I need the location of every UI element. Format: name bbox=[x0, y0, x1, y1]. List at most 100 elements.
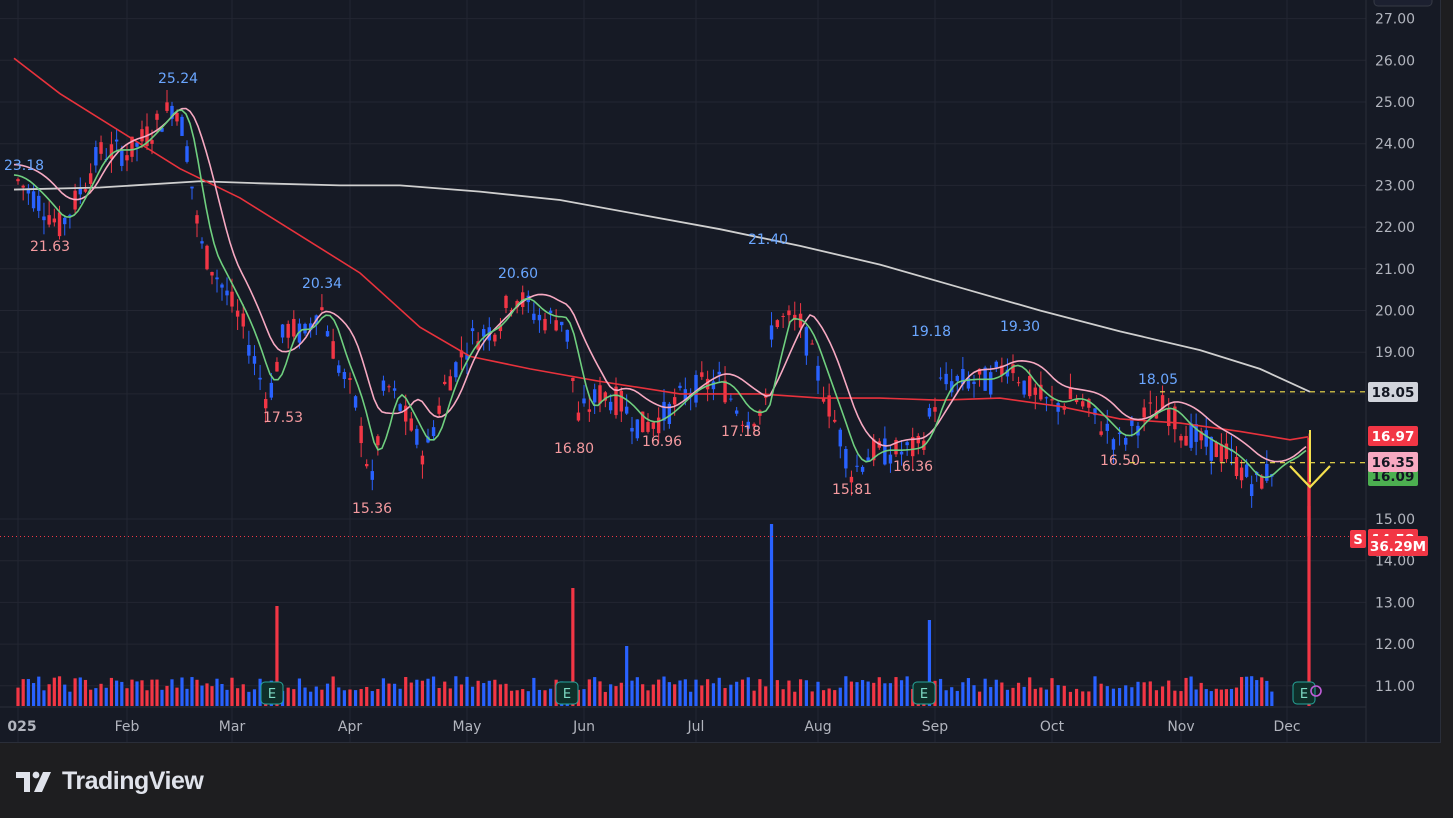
candle bbox=[47, 201, 51, 228]
candle-body bbox=[99, 142, 103, 154]
price-axis-badge-bg bbox=[1368, 382, 1418, 402]
candle-body bbox=[16, 179, 20, 182]
candle-body bbox=[1244, 464, 1249, 477]
candle bbox=[437, 397, 441, 417]
volume-bar bbox=[866, 681, 870, 706]
volume-bar bbox=[537, 689, 542, 706]
time-axis-label: 025 bbox=[7, 719, 36, 735]
candle bbox=[185, 140, 189, 164]
brand-name: TradingView bbox=[62, 766, 204, 795]
volume-bar bbox=[593, 677, 597, 706]
candle-body bbox=[415, 428, 419, 445]
candle-body bbox=[359, 425, 363, 444]
candle bbox=[320, 294, 324, 312]
candle bbox=[269, 373, 274, 401]
volume-bar bbox=[297, 678, 302, 706]
price-chart[interactable]: 25.24 23.18 21.63 20.34 17.53 15.36 20.60 16.80… bbox=[0, 0, 1440, 742]
candle-body bbox=[1039, 384, 1043, 400]
candle-body bbox=[130, 136, 134, 157]
candle-body bbox=[994, 361, 998, 368]
candle-body bbox=[608, 401, 613, 411]
candle-body bbox=[1234, 456, 1239, 477]
volume-bar bbox=[899, 680, 904, 706]
candle bbox=[220, 282, 224, 301]
top-right-control bbox=[1373, 0, 1433, 7]
volume-bar bbox=[437, 688, 441, 706]
candle-body bbox=[264, 399, 268, 409]
volume-bar bbox=[381, 678, 386, 706]
volume-bar bbox=[598, 681, 602, 706]
candle-body bbox=[225, 290, 229, 296]
candle-body bbox=[646, 422, 650, 432]
candle-body bbox=[624, 406, 629, 414]
volume-bar bbox=[1050, 678, 1054, 706]
sma200-line bbox=[13, 180, 1311, 393]
volume-bar bbox=[448, 688, 452, 706]
candle bbox=[415, 425, 419, 449]
earnings-marker: E bbox=[555, 681, 579, 705]
volume-bar bbox=[83, 679, 88, 706]
candle-body bbox=[769, 325, 774, 340]
candle-body bbox=[52, 218, 57, 223]
volume-bar bbox=[52, 677, 56, 706]
candle-body bbox=[190, 186, 194, 189]
volume-bar bbox=[532, 677, 536, 706]
candle-body bbox=[705, 378, 710, 390]
candle-body bbox=[337, 365, 341, 373]
volume-bar bbox=[1245, 676, 1249, 706]
price-marker-label: 16.80 bbox=[554, 441, 594, 457]
candle bbox=[560, 321, 564, 332]
candle-body bbox=[125, 155, 129, 161]
candle-body bbox=[1199, 431, 1203, 441]
volume-bar bbox=[431, 676, 436, 706]
volume-bar bbox=[571, 588, 575, 706]
chart-panel[interactable]: 25.24 23.18 21.63 20.34 17.53 15.36 20.60 16.80… bbox=[0, 0, 1441, 743]
volume-bar bbox=[303, 687, 307, 706]
volume-bar bbox=[365, 686, 369, 706]
volume-bar bbox=[1270, 691, 1274, 706]
volume-bar bbox=[972, 685, 976, 706]
volume-bar bbox=[236, 688, 240, 706]
candle bbox=[700, 361, 704, 380]
candle-body bbox=[933, 407, 937, 412]
tradingview-brand[interactable]: TradingView bbox=[14, 764, 204, 798]
candle bbox=[565, 329, 569, 349]
candle-body bbox=[155, 113, 159, 120]
time-axis-label: Jun bbox=[572, 719, 595, 735]
volume-bar bbox=[465, 676, 469, 706]
earnings-marker: E bbox=[912, 681, 936, 705]
candle-body bbox=[1111, 439, 1116, 450]
volume-bar bbox=[195, 679, 199, 706]
candle-body bbox=[381, 380, 386, 391]
price-axis-tick: 24.00 bbox=[1375, 137, 1415, 153]
volume-bar bbox=[804, 680, 808, 706]
time-axis-label: Jul bbox=[687, 719, 705, 735]
volume-bar bbox=[1148, 681, 1152, 706]
price-marker-label: 17.53 bbox=[263, 410, 303, 426]
volume-bar bbox=[376, 689, 380, 706]
candle-body bbox=[888, 454, 893, 464]
time-axis-label: Oct bbox=[1040, 719, 1065, 735]
volume-bar bbox=[657, 679, 661, 706]
earnings-marker: E bbox=[260, 681, 284, 705]
candle bbox=[215, 269, 219, 293]
candle-body bbox=[448, 376, 452, 391]
candle-body bbox=[175, 112, 179, 122]
candle-body bbox=[1074, 398, 1079, 403]
volume-bar bbox=[798, 679, 803, 706]
candle-body bbox=[160, 127, 164, 132]
tradingview-logo-icon bbox=[16, 771, 51, 792]
symbol-flag-text: S bbox=[1353, 533, 1362, 548]
sma10-line bbox=[13, 109, 1307, 479]
volume-bar bbox=[210, 686, 214, 706]
volume-bar bbox=[370, 691, 374, 706]
volume-bar bbox=[1199, 682, 1203, 706]
price-marker-label: 18.05 bbox=[1138, 372, 1178, 388]
volume-bar bbox=[1117, 688, 1122, 706]
candle-body bbox=[894, 440, 898, 455]
candle bbox=[404, 394, 408, 436]
candle bbox=[1016, 376, 1021, 387]
candle-body bbox=[635, 419, 640, 439]
candle bbox=[114, 128, 119, 151]
volume-bar bbox=[938, 678, 943, 706]
